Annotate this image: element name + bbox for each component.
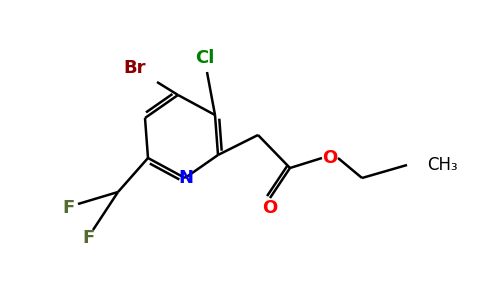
Text: Br: Br [124,59,146,77]
Text: Cl: Cl [196,49,215,67]
Text: F: F [82,229,94,247]
Text: O: O [262,199,278,217]
Text: CH₃: CH₃ [427,156,458,174]
Text: N: N [179,169,194,187]
Text: F: F [62,199,74,217]
Text: O: O [322,149,338,167]
